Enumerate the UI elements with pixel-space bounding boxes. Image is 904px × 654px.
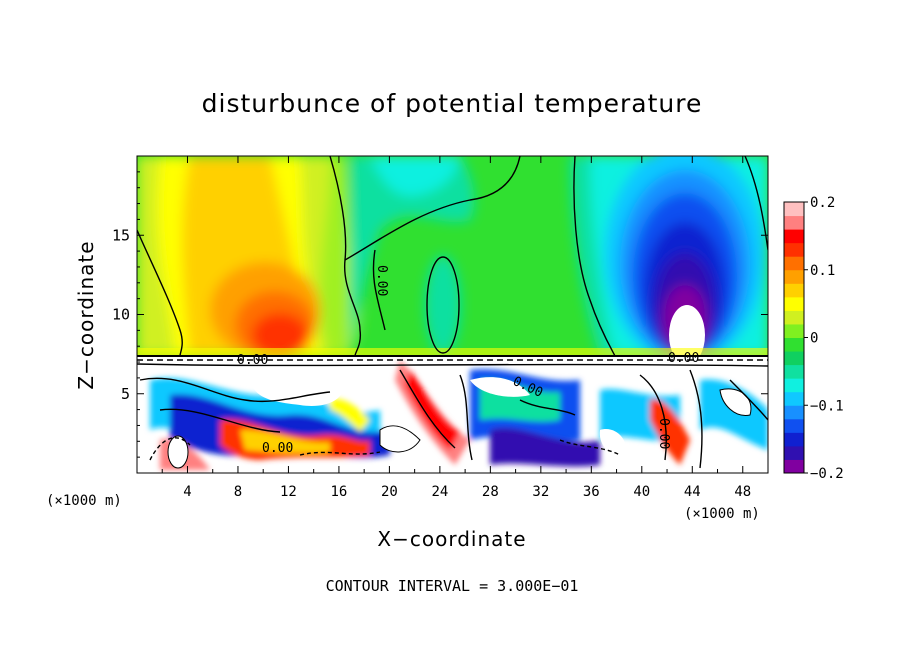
colorbar-swatch (784, 256, 804, 271)
colorbar-swatch (784, 310, 804, 325)
colorbar-tick-label: −0.1 (810, 398, 844, 414)
x-tick-label: 8 (234, 484, 242, 500)
x-axis: 4 8 12 16 20 24 28 32 36 40 44 48 (161, 156, 751, 500)
colorbar-swatch (784, 378, 804, 393)
x-tick-label: 16 (330, 484, 347, 500)
x-tick-label: 4 (183, 484, 191, 500)
colorbar-swatch (784, 215, 804, 230)
colorbar-swatch (784, 364, 804, 379)
colorbar-swatch (784, 459, 804, 474)
chart-title: disturbunce of potential temperature (202, 89, 703, 118)
colorbar-swatch (784, 351, 804, 366)
colorbar-swatch (784, 202, 804, 217)
x-axis-label: X−coordinate (377, 527, 526, 551)
colorbar-swatch (784, 445, 804, 460)
contour-label: 0.00 (668, 351, 699, 366)
x-tick-label: 32 (532, 484, 549, 500)
y-axis-label: Z−coordinate (74, 240, 98, 389)
x-tick-label: 24 (431, 484, 448, 500)
colorbar-swatch (784, 391, 804, 406)
colorbar-swatch (784, 337, 804, 352)
x-tick-label: 20 (381, 484, 398, 500)
z-unit-label: (×1000 m) (46, 493, 122, 509)
y-tick-label: 5 (121, 385, 130, 403)
x-tick-label: 40 (633, 484, 650, 500)
colorbar-ticks: 0.2 0.1 0 −0.1 −0.2 (804, 195, 844, 482)
colorbar (784, 202, 804, 474)
colorbar-swatch (784, 283, 804, 298)
lower-field (137, 356, 768, 473)
y-tick-label: 15 (112, 226, 130, 244)
colorbar-tick-label: 0 (810, 331, 818, 347)
x-tick-label: 28 (482, 484, 499, 500)
plot-field: 0.00 0.00 0.00 0.00 0.00 0.00 (137, 156, 768, 473)
x-tick-label: 12 (280, 484, 297, 500)
colorbar-tick-label: −0.2 (810, 466, 844, 482)
colorbar-swatch (784, 323, 804, 338)
colorbar-tick-label: 0.1 (810, 263, 835, 279)
contour-label: 0.00 (237, 353, 268, 368)
contour-label: 0.00 (656, 418, 671, 449)
y-tick-label: 10 (112, 306, 130, 324)
upper-field (137, 156, 768, 365)
x-tick-label: 36 (583, 484, 600, 500)
contour-label: 0.00 (262, 441, 293, 456)
colorbar-swatch (784, 269, 804, 284)
y-axis: 5 10 15 (112, 171, 768, 458)
colorbar-swatch (784, 432, 804, 447)
contour-lines (137, 156, 768, 469)
colorbar-swatch (784, 405, 804, 420)
colorbar-swatch (784, 296, 804, 311)
colorbar-swatch (784, 418, 804, 433)
x-unit-label: (×1000 m) (684, 506, 760, 522)
contour-label: 0.00 (374, 265, 389, 296)
colorbar-swatch (784, 229, 804, 244)
contour-interval-note: CONTOUR INTERVAL = 3.000E−01 (326, 577, 579, 595)
colorbar-swatch (784, 242, 804, 257)
x-tick-label: 48 (734, 484, 751, 500)
colorbar-tick-label: 0.2 (810, 195, 835, 211)
x-tick-label: 44 (684, 484, 701, 500)
